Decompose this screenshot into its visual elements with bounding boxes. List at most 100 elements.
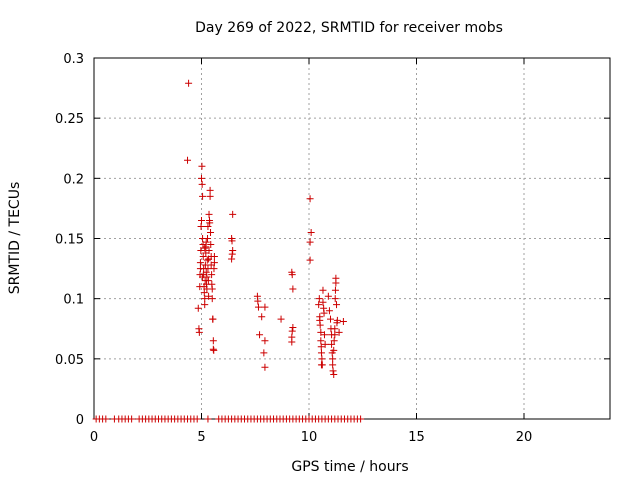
y-tick-label: 0.2 (63, 172, 84, 187)
data-point (195, 328, 203, 336)
data-point (339, 318, 347, 326)
data-point (102, 415, 110, 423)
data-point (185, 79, 193, 87)
data-point (317, 343, 325, 351)
data-point (328, 340, 336, 348)
data-point (317, 349, 325, 357)
data-point (197, 222, 205, 230)
data-point (325, 307, 333, 315)
y-tick-label: 0.15 (55, 233, 84, 248)
data-point (289, 285, 297, 293)
grid (94, 58, 610, 419)
data-point (318, 355, 326, 363)
data-point (128, 415, 136, 423)
y-tick-label: 0.1 (63, 293, 84, 308)
data-point (194, 304, 202, 312)
data-point (320, 331, 328, 339)
data-point (254, 297, 262, 305)
data-point (205, 255, 213, 263)
data-point (209, 337, 217, 345)
data-point (329, 367, 337, 375)
data-point (319, 286, 327, 294)
data-point (196, 259, 204, 267)
data-point (228, 255, 236, 263)
data-point (315, 295, 323, 303)
data-point (208, 285, 216, 293)
data-point (333, 301, 341, 309)
data-point (228, 250, 236, 258)
data-point (202, 268, 210, 276)
data-point (204, 235, 212, 242)
data-point (205, 292, 213, 300)
data-point (306, 195, 314, 203)
data-point (258, 313, 266, 321)
data-point (315, 301, 323, 309)
data-point (319, 298, 327, 306)
data-point (321, 340, 329, 348)
data-point (193, 415, 201, 423)
data-point (320, 309, 328, 317)
data-point (228, 237, 236, 245)
data-point (209, 315, 217, 323)
data-point (288, 327, 296, 335)
data-point (317, 361, 325, 369)
data-point (205, 210, 213, 218)
data-point (206, 186, 214, 194)
data-point (204, 415, 212, 423)
data-point (329, 361, 337, 369)
data-point (306, 238, 314, 246)
data-point (204, 277, 212, 285)
data-point (330, 346, 338, 354)
data-point (208, 295, 216, 303)
data-point (261, 303, 269, 311)
chart-title: Day 269 of 2022, SRMTID for receiver mob… (195, 20, 503, 36)
x-axis-label: GPS time / hours (291, 459, 408, 475)
data-point (357, 415, 365, 423)
data-point (331, 295, 339, 303)
data-point (207, 241, 215, 249)
data-points (92, 79, 365, 423)
data-point (184, 156, 192, 164)
x-tick-label: 0 (90, 430, 98, 445)
data-point (206, 219, 214, 227)
data-point (204, 222, 212, 230)
data-point (317, 328, 325, 336)
data-point (198, 216, 205, 224)
data-point (210, 346, 218, 354)
y-tick-label: 0 (76, 413, 84, 428)
data-point (201, 301, 209, 309)
data-point (261, 363, 269, 371)
data-point (199, 192, 207, 200)
data-point (332, 274, 340, 282)
data-point (206, 192, 214, 200)
data-point (330, 337, 338, 345)
data-point (306, 256, 314, 264)
data-point (327, 315, 334, 323)
data-point (199, 273, 207, 281)
y-tick-label: 0.25 (55, 112, 84, 127)
data-point (329, 355, 337, 363)
x-tick-label: 10 (301, 430, 318, 445)
data-point (261, 337, 269, 345)
data-point (331, 331, 339, 339)
data-point (333, 316, 341, 324)
y-axis-label: SRMTID / TECUs (7, 182, 23, 295)
data-point (260, 349, 268, 357)
data-point (198, 162, 206, 170)
data-point (198, 174, 205, 182)
data-point (207, 228, 215, 236)
data-point (210, 265, 218, 273)
data-point (196, 265, 204, 273)
axis-ticks: 0 0.05 0.1 0.15 0.2 0.25 0.3 0 5 10 15 20 (55, 52, 610, 445)
data-point (229, 210, 237, 218)
data-point (203, 256, 211, 264)
data-point (288, 338, 296, 346)
data-point (331, 286, 339, 294)
data-point (205, 247, 213, 255)
data-point (202, 238, 210, 246)
data-point (210, 253, 218, 261)
data-point (330, 370, 338, 378)
data-point (256, 331, 264, 339)
